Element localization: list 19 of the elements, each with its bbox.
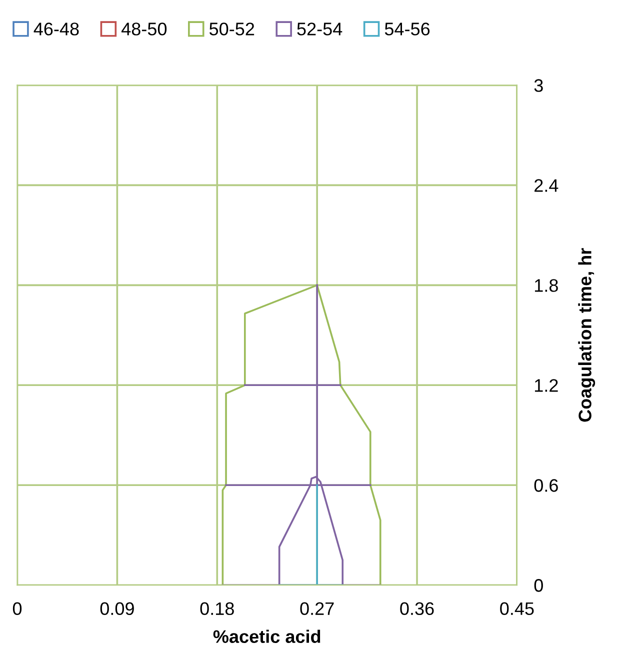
x-tick-label: 0.45 [500,602,534,616]
legend-label: 46-48 [34,22,79,36]
legend-label: 48-50 [121,22,167,36]
x-tick-label: 0 [12,602,22,616]
y-tick-label: 0 [534,579,543,592]
y-tick-label: 0.6 [534,479,558,492]
x-tick-label: 0.36 [400,602,434,616]
legend-label: 52-54 [297,22,342,36]
x-axis-title: %acetic acid [213,630,320,643]
y-axis-title: Coagulation time, hr [578,248,596,422]
x-tick-label: 0.18 [200,602,234,616]
legend-label: 50-52 [210,22,254,36]
y-tick-label: 2.4 [534,179,558,192]
y-tick-label: 1.8 [534,279,558,292]
legend-label: 54-56 [384,22,430,36]
y-tick-label: 3 [534,79,543,92]
x-tick-label: 0.27 [300,602,334,616]
y-tick-label: 1.2 [534,379,558,392]
x-tick-label: 0.09 [100,602,134,616]
